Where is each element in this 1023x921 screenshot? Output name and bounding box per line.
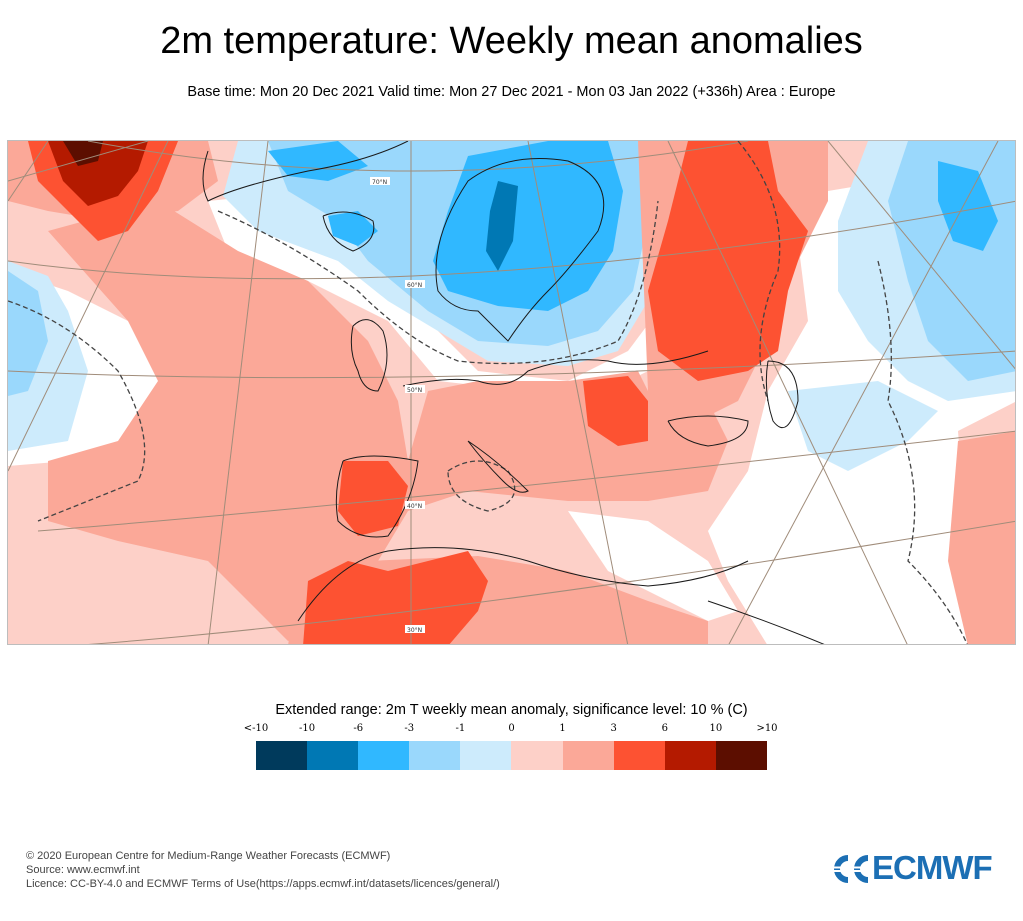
legend-swatch bbox=[562, 741, 614, 770]
legend-swatch bbox=[307, 741, 359, 770]
contour-north bbox=[217, 200, 659, 365]
latitude-line-50 bbox=[8, 350, 1015, 379]
graticule bbox=[8, 141, 1015, 644]
latitude-line-60 bbox=[8, 200, 1015, 280]
coast-caspian bbox=[765, 360, 799, 429]
meridian-w40 bbox=[8, 141, 149, 182]
warm-region-russia-p3 bbox=[648, 141, 808, 381]
coast-britain bbox=[350, 319, 388, 392]
coast-red-sea bbox=[707, 600, 825, 644]
meridian-w10 bbox=[207, 141, 269, 644]
legend-colorbar bbox=[256, 741, 767, 770]
legend-tick-label: 3 bbox=[610, 723, 617, 734]
legend-tick-label: 0 bbox=[508, 723, 515, 734]
cold-region-west-m3 bbox=[8, 271, 48, 396]
contour-med bbox=[447, 460, 516, 512]
label-box-40 bbox=[405, 501, 425, 509]
meridian-e10 bbox=[527, 141, 629, 644]
label-box-30 bbox=[405, 625, 425, 633]
latitude-line-30 bbox=[88, 520, 1015, 644]
legend-tick-label: <-10 bbox=[243, 723, 269, 734]
legend-swatch bbox=[358, 741, 410, 770]
warm-region-balkans-p3 bbox=[583, 376, 648, 446]
legend-tick-label: -3 bbox=[404, 723, 415, 734]
label-box-60 bbox=[405, 280, 425, 288]
ecmwf-logo-text: ECMWF bbox=[872, 849, 993, 886]
lat-label-70: 70°N bbox=[372, 179, 387, 186]
anomaly-map: 70°N 60°N 50°N 40°N 30°N bbox=[7, 140, 1016, 645]
licence-text: Licence: CC-BY-4.0 and ECMWF Terms of Us… bbox=[26, 878, 500, 890]
footer: © 2020 European Centre for Medium-Range … bbox=[26, 849, 500, 891]
coast-greenland bbox=[202, 141, 409, 202]
meridian-e30 bbox=[827, 141, 1015, 370]
legend-tick-label: -1 bbox=[455, 723, 466, 734]
warm-region-atlantic-p1 bbox=[48, 201, 728, 641]
cold-region-caspian-m1 bbox=[788, 381, 938, 471]
ecmwf-logo-icon bbox=[830, 855, 869, 883]
coast-iberia bbox=[335, 455, 419, 538]
warm-region-spain-p3 bbox=[338, 461, 408, 536]
chart-subtitle: Base time: Mon 20 Dec 2021 Valid time: M… bbox=[187, 84, 836, 100]
map-canvas: 70°N 60°N 50°N 40°N 30°N bbox=[8, 141, 1015, 644]
lat-label-30: 30°N bbox=[407, 627, 422, 634]
legend-swatch bbox=[715, 741, 767, 770]
legend-swatch bbox=[409, 741, 461, 770]
contour-russia bbox=[737, 141, 781, 402]
cold-region-greenland-m6 bbox=[268, 141, 368, 181]
coastlines bbox=[202, 141, 825, 644]
copyright-text: © 2020 European Centre for Medium-Range … bbox=[26, 850, 391, 862]
legend-tick-label: >10 bbox=[756, 723, 778, 734]
contour-east bbox=[877, 260, 968, 644]
coast-black-sea bbox=[667, 415, 749, 447]
legend-swatch bbox=[256, 741, 308, 770]
latitude-line-40 bbox=[37, 430, 1015, 532]
lat-label-50: 50°N bbox=[407, 387, 422, 394]
cold-region-urals-m6 bbox=[938, 161, 998, 251]
latitude-labels: 70°N 60°N 50°N 40°N 30°N bbox=[370, 177, 425, 634]
ecmwf-logo: ECMWF bbox=[828, 849, 1000, 886]
legend-swatch bbox=[664, 741, 716, 770]
neutral-region-med bbox=[568, 511, 738, 621]
meridian-e20 bbox=[667, 141, 908, 644]
coast-italy bbox=[467, 440, 529, 493]
meridian-e40 bbox=[728, 141, 999, 644]
coast-iceland bbox=[322, 211, 375, 252]
legend-swatch bbox=[613, 741, 665, 770]
warm-region-greenland-p10 bbox=[63, 141, 103, 166]
legend-swatch bbox=[511, 741, 563, 770]
legend-tick-label: 10 bbox=[709, 723, 723, 734]
cold-region-iceland-m6 bbox=[328, 211, 378, 246]
significance-contours bbox=[8, 141, 968, 644]
meridian-w30 bbox=[8, 141, 49, 202]
legend-labels: <-10 -10 -6 -3 -1 0 1 3 6 10 >10 bbox=[230, 723, 793, 737]
chart-title: 2m temperature: Weekly mean anomalies bbox=[160, 20, 863, 62]
warm-region-sahara-p3 bbox=[303, 551, 488, 644]
cold-region-norway-m10 bbox=[486, 181, 518, 271]
cold-region-scandinavia-m6 bbox=[433, 141, 623, 311]
legend-tick-label: 6 bbox=[661, 723, 668, 734]
legend-swatch bbox=[460, 741, 512, 770]
latitude-line-70 bbox=[87, 141, 749, 172]
label-box-70 bbox=[370, 177, 390, 185]
warm-region-arabia-p1 bbox=[948, 431, 1015, 644]
legend-tick-label: 1 bbox=[559, 723, 566, 734]
meridian-w20 bbox=[8, 141, 169, 472]
lat-label-60: 60°N bbox=[407, 282, 422, 289]
lat-label-40: 40°N bbox=[407, 503, 422, 510]
coast-scandinavia bbox=[435, 158, 605, 342]
source-text: Source: www.ecmwf.int bbox=[26, 864, 140, 876]
legend-tick-label: -10 bbox=[299, 723, 316, 734]
legend-title: Extended range: 2m T weekly mean anomaly… bbox=[275, 702, 748, 718]
legend-tick-label: -6 bbox=[353, 723, 364, 734]
coast-africa bbox=[297, 547, 749, 622]
coast-europe bbox=[402, 350, 709, 387]
label-box-50 bbox=[405, 385, 425, 393]
contour-atlantic bbox=[8, 300, 146, 522]
